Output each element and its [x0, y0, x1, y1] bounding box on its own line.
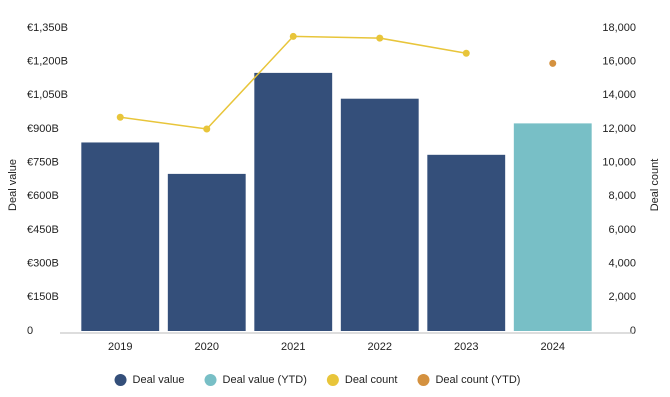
- y-tick-label: €750B: [27, 157, 59, 169]
- y-tick-label: €1,200B: [27, 56, 68, 68]
- y2-axis-title: Deal count: [649, 159, 661, 212]
- legend-marker: [204, 374, 217, 386]
- y-tick-label: €600B: [27, 190, 59, 202]
- x-tick-label: 2022: [368, 341, 392, 353]
- y-tick-label: €1,050B: [27, 89, 68, 101]
- bar: [254, 72, 333, 331]
- y2-tick-label: 18,000: [602, 22, 636, 34]
- bar: [513, 123, 592, 331]
- y-tick-label: €900B: [27, 123, 59, 135]
- legend-marker: [417, 374, 430, 386]
- point: [549, 59, 557, 67]
- y-tick-label: €450B: [27, 224, 59, 236]
- point: [376, 34, 384, 42]
- y2-tick-label: 6,000: [608, 224, 636, 236]
- bar: [427, 154, 506, 331]
- y-tick-label: 0: [27, 325, 33, 337]
- y2-tick-label: 12,000: [602, 123, 636, 135]
- y2-tick-label: 2,000: [608, 291, 636, 303]
- legend-label: Deal value: [133, 374, 185, 386]
- bar: [167, 173, 246, 331]
- point: [203, 125, 211, 133]
- legend-label: Deal count (YTD): [435, 374, 520, 386]
- bar: [340, 98, 419, 331]
- x-tick-label: 2024: [541, 341, 565, 353]
- y2-tick-label: 0: [630, 325, 636, 337]
- y2-tick-label: 8,000: [608, 190, 636, 202]
- x-tick-label: 2023: [454, 341, 478, 353]
- legend-label: Deal value (YTD): [223, 374, 307, 386]
- point: [116, 113, 124, 121]
- legend-label: Deal count: [345, 374, 398, 386]
- legend-marker: [114, 374, 127, 386]
- y-axis-title: Deal value: [7, 159, 19, 211]
- point: [462, 49, 470, 57]
- y2-tick-label: 16,000: [602, 56, 636, 68]
- y2-tick-label: 10,000: [602, 157, 636, 169]
- x-tick-label: 2021: [281, 341, 305, 353]
- y2-tick-label: 14,000: [602, 89, 636, 101]
- bar: [81, 142, 160, 331]
- y-tick-label: €300B: [27, 258, 59, 270]
- y-tick-label: €1,350B: [27, 22, 68, 34]
- point: [289, 32, 297, 40]
- y-tick-label: €150B: [27, 291, 59, 303]
- x-tick-label: 2020: [195, 341, 219, 353]
- x-tick-label: 2019: [108, 341, 132, 353]
- legend-marker: [326, 374, 339, 386]
- y2-tick-label: 4,000: [608, 258, 636, 270]
